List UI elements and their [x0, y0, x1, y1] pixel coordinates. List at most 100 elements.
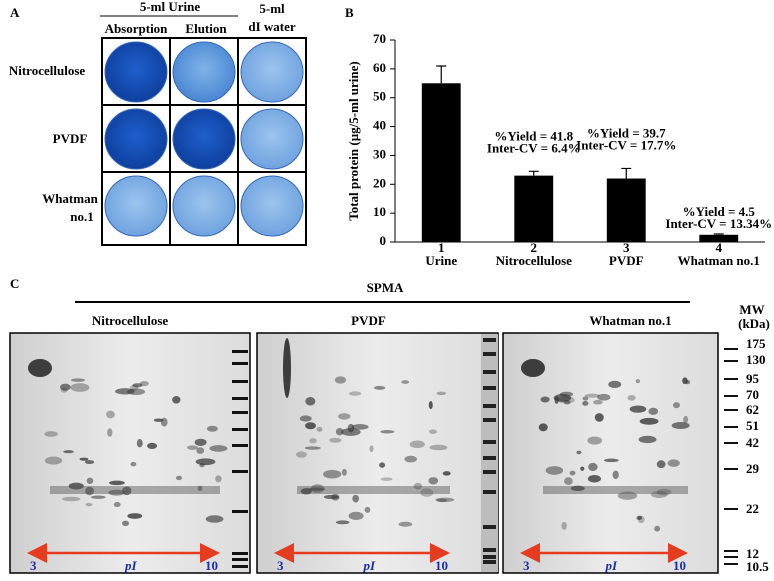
ladder-band: [232, 428, 248, 431]
spot: [172, 395, 181, 404]
mw-label: 22: [746, 501, 759, 516]
gel-image: [9, 332, 251, 574]
ladder-band: [232, 558, 248, 561]
ladder-band: [483, 456, 496, 460]
x-tick-label: PVDF: [609, 253, 644, 268]
spot: [380, 429, 395, 434]
spot: [564, 477, 573, 485]
spot: [341, 468, 347, 476]
spot: [63, 450, 74, 454]
spot: [580, 466, 585, 471]
spot: [656, 488, 672, 496]
grid-lines: [102, 38, 306, 245]
ladder-lane: [481, 334, 498, 572]
gel-spots: [28, 359, 228, 527]
spot: [538, 423, 548, 432]
spot: [28, 359, 52, 377]
panel-letter: A: [10, 5, 20, 20]
ladder-band: [232, 510, 248, 513]
ladder-band: [724, 556, 738, 558]
spot: [398, 521, 413, 527]
spot: [570, 485, 585, 492]
ladder-band: [724, 395, 738, 397]
annotation: %Yield = 39.7: [587, 125, 666, 140]
panel-a: A 5-ml Urine Absorption Elution 5-ml dI …: [9, 0, 307, 246]
ladder-band: [483, 555, 496, 559]
spot: [316, 426, 323, 432]
ladder-band: [483, 525, 496, 529]
spot: [84, 460, 95, 465]
error-bar: [713, 233, 724, 235]
spot: [108, 489, 125, 496]
spot: [194, 438, 207, 446]
ladder-band: [483, 404, 496, 408]
mw-label: 42: [746, 435, 759, 450]
spot: [147, 442, 158, 450]
streak: [543, 486, 688, 494]
ladder-band: [483, 560, 496, 564]
ladder-band: [232, 444, 248, 447]
bar: [699, 234, 739, 242]
ladder-band: [232, 350, 248, 353]
ladder-band: [483, 490, 496, 494]
bar: [606, 178, 646, 242]
membrane-image: [104, 41, 168, 103]
gel-title: Nitrocellulose: [92, 313, 169, 328]
gel-spots: [521, 359, 690, 532]
spot: [85, 486, 95, 496]
y-tick-label: 30: [373, 146, 386, 161]
spot: [209, 445, 228, 452]
spot: [409, 440, 425, 449]
membrane-image: [240, 41, 304, 103]
ladder-band: [483, 338, 496, 342]
spot: [401, 380, 410, 384]
spot: [323, 494, 339, 500]
pi-label: pI: [124, 558, 138, 573]
annotation: Inter-CV = 13.34%: [665, 216, 772, 231]
spot: [351, 423, 369, 430]
ladder-band: [724, 563, 738, 565]
y-tick-label: 20: [373, 175, 386, 190]
panel-letter: B: [345, 5, 354, 20]
spot: [603, 458, 619, 463]
pi-high: 10: [205, 558, 218, 573]
spot: [283, 338, 291, 398]
spot: [195, 458, 216, 466]
spot: [309, 438, 317, 444]
ladder-band: [724, 378, 738, 380]
spot: [175, 475, 183, 481]
spot: [334, 376, 347, 384]
membrane-image: [104, 175, 168, 237]
x-tick-label: Whatman no.1: [678, 253, 760, 268]
ladder-band: [483, 418, 496, 422]
spot: [635, 379, 641, 384]
spot: [637, 515, 645, 524]
mw-unit: (kDa): [738, 316, 770, 331]
spot: [553, 393, 572, 402]
pi-high: 10: [435, 558, 448, 573]
annotation: Inter-CV = 17.7%: [576, 137, 676, 152]
spot: [115, 388, 135, 395]
spot: [561, 521, 567, 530]
spot: [545, 466, 564, 475]
y-tick-label: 70: [373, 31, 386, 46]
y-axis-label: Total protein (µg/5-ml urine): [346, 61, 361, 221]
spot: [428, 477, 439, 485]
spot: [44, 431, 58, 437]
row-label: PVDF: [53, 131, 88, 146]
bar-number: 1: [438, 240, 445, 255]
ladder-band: [232, 397, 248, 400]
membrane-image: [240, 108, 304, 170]
spot: [373, 385, 386, 390]
ladder-band: [724, 442, 738, 444]
gel-image: [256, 332, 499, 574]
ladder-band: [483, 352, 496, 356]
spot: [199, 463, 205, 468]
ladder-band: [483, 386, 496, 390]
spot: [348, 511, 364, 520]
bar: [421, 83, 461, 243]
bar: [514, 175, 554, 242]
spot: [323, 469, 342, 479]
ladder-band: [724, 468, 738, 470]
